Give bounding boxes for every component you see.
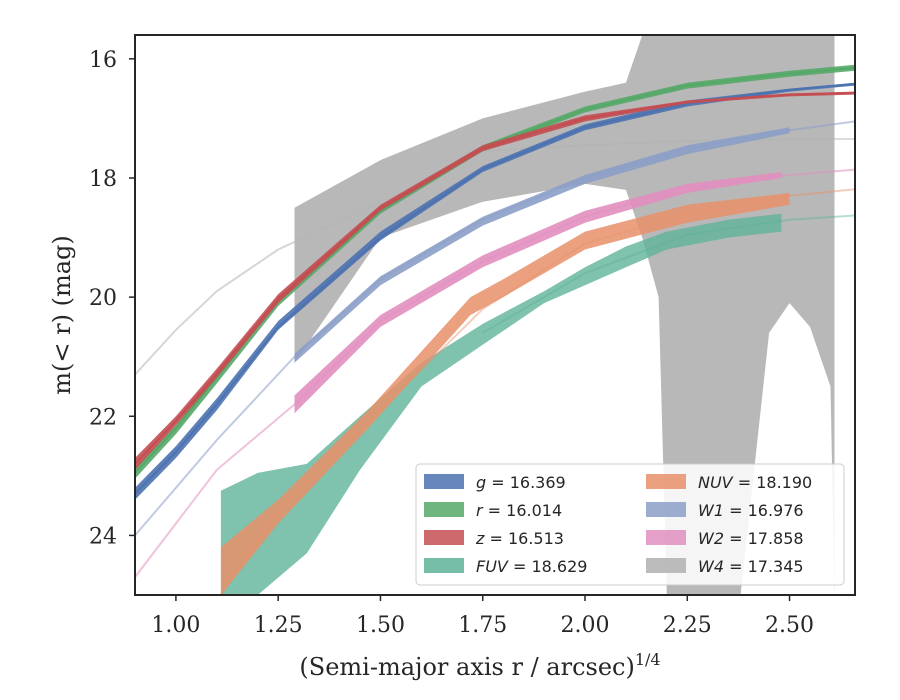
legend-swatch-nuv: [646, 474, 686, 489]
legend-label-w1: W1 = 16.976: [698, 501, 804, 520]
y-tick-label: 18: [89, 167, 117, 192]
x-tick-label: 1.25: [254, 613, 303, 638]
plot-frame: [134, 34, 856, 596]
x-tick-label: 1.00: [151, 613, 200, 638]
x-axis-label: (Semi-major axis r / arcsec)1/4: [299, 650, 660, 681]
legend-label-nuv: NUV = 18.190: [698, 473, 812, 492]
x-tick-label: 1.50: [356, 613, 405, 638]
legend-swatch-w4: [646, 558, 686, 573]
x-tick-label: 2.25: [663, 613, 712, 638]
series-w4-band: [294, 35, 835, 595]
y-axis: 16 18 20 22 24: [89, 48, 135, 549]
plot-area: [135, 35, 855, 595]
legend-label-z: z = 16.513: [475, 529, 564, 548]
y-tick-label: 20: [89, 286, 117, 311]
series-fuv-band: [220, 213, 782, 595]
x-tick-label: 2.00: [561, 613, 610, 638]
legend-swatch-w1: [646, 502, 686, 517]
y-tick-label: 16: [89, 48, 117, 73]
legend-label-fuv: FUV = 18.629: [476, 557, 587, 576]
legend-label-w2: W2 = 17.858: [698, 529, 804, 548]
legend: g = 16.369 r = 16.014 z = 16.513 FUV = 18.6…: [415, 463, 845, 586]
series-extra-line: [135, 200, 381, 376]
legend-label-g: g = 16.369: [476, 473, 566, 492]
legend-swatch-r: [424, 502, 464, 517]
x-axis: 1.00 1.25 1.50 1.75 2.00 2.25 2.50: [151, 595, 814, 638]
legend-swatch-g: [424, 474, 464, 489]
legend-swatch-w2: [646, 530, 686, 545]
x-tick-label: 1.75: [458, 613, 507, 638]
legend-box: [415, 463, 845, 586]
legend-swatch-fuv: [424, 558, 464, 573]
legend-swatch-z: [424, 530, 464, 545]
y-tick-label: 22: [89, 405, 117, 430]
legend-label-r: r = 16.014: [476, 501, 562, 520]
y-axis-label: m(< r) (mag): [48, 235, 76, 394]
x-tick-label: 2.50: [765, 613, 814, 638]
series-g-band: [135, 82, 855, 500]
y-tick-label: 24: [89, 524, 117, 549]
legend-label-w4: W4 = 17.345: [698, 557, 804, 576]
